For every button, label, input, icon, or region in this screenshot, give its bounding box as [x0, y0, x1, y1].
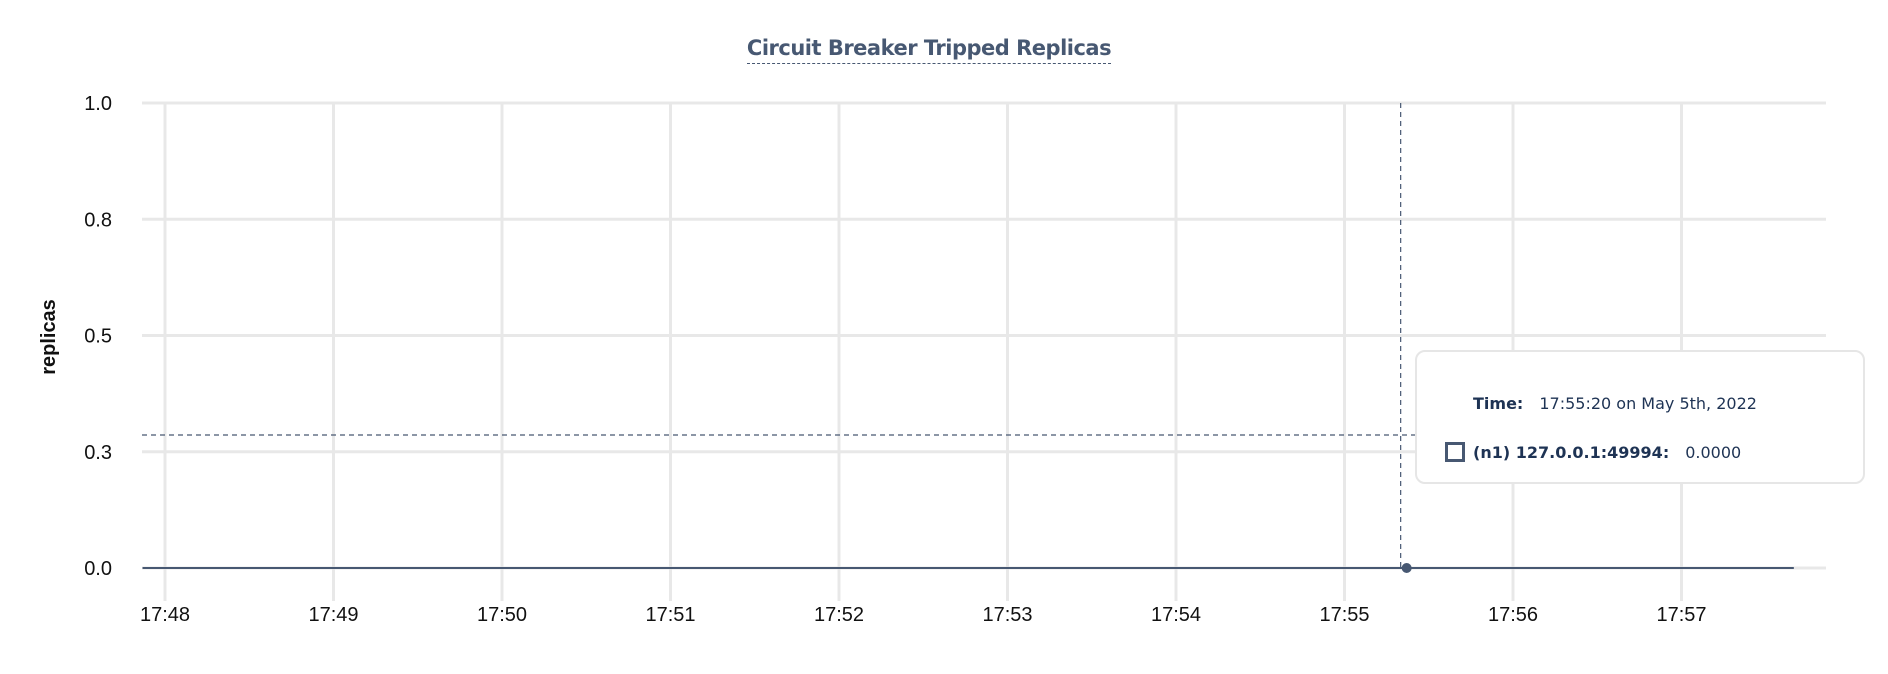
chart-title[interactable]: Circuit Breaker Tripped Replicas [0, 36, 1858, 64]
y-tick-label: 0.0 [84, 558, 112, 580]
x-tick-label: 17:48 [140, 604, 190, 626]
series-swatch-icon [1445, 442, 1465, 462]
hover-tooltip: Time: 17:55:20 on May 5th, 2022 (n1) 127.… [1415, 350, 1865, 484]
y-tick-label: 0.5 [84, 326, 112, 348]
x-tick-label: 17:54 [1151, 604, 1201, 626]
hover-point [1401, 563, 1412, 573]
x-tick-label: 17:55 [1319, 604, 1369, 626]
x-tick-label: 17:51 [645, 604, 695, 626]
chart-title-text[interactable]: Circuit Breaker Tripped Replicas [746, 36, 1112, 64]
tooltip-time-value: 17:55:20 on May 5th, 2022 [1539, 394, 1757, 413]
y-tick-label: 0.8 [84, 209, 112, 231]
y-tick-label: 0.3 [84, 442, 112, 464]
x-tick-label: 17:52 [814, 604, 864, 626]
x-tick-label: 17:56 [1488, 604, 1538, 626]
tooltip-series-label: (n1) 127.0.0.1:49994: [1473, 443, 1670, 462]
x-tick-label: 17:53 [982, 604, 1032, 626]
tooltip-time-label: Time: [1473, 394, 1524, 413]
x-tick-label: 17:57 [1656, 604, 1706, 626]
y-axis-label: replicas [38, 299, 60, 375]
tooltip-series-value: 0.0000 [1685, 443, 1742, 462]
x-tick-label: 17:50 [477, 604, 527, 626]
x-tick-label: 17:49 [308, 604, 358, 626]
y-tick-label: 1.0 [84, 93, 112, 115]
